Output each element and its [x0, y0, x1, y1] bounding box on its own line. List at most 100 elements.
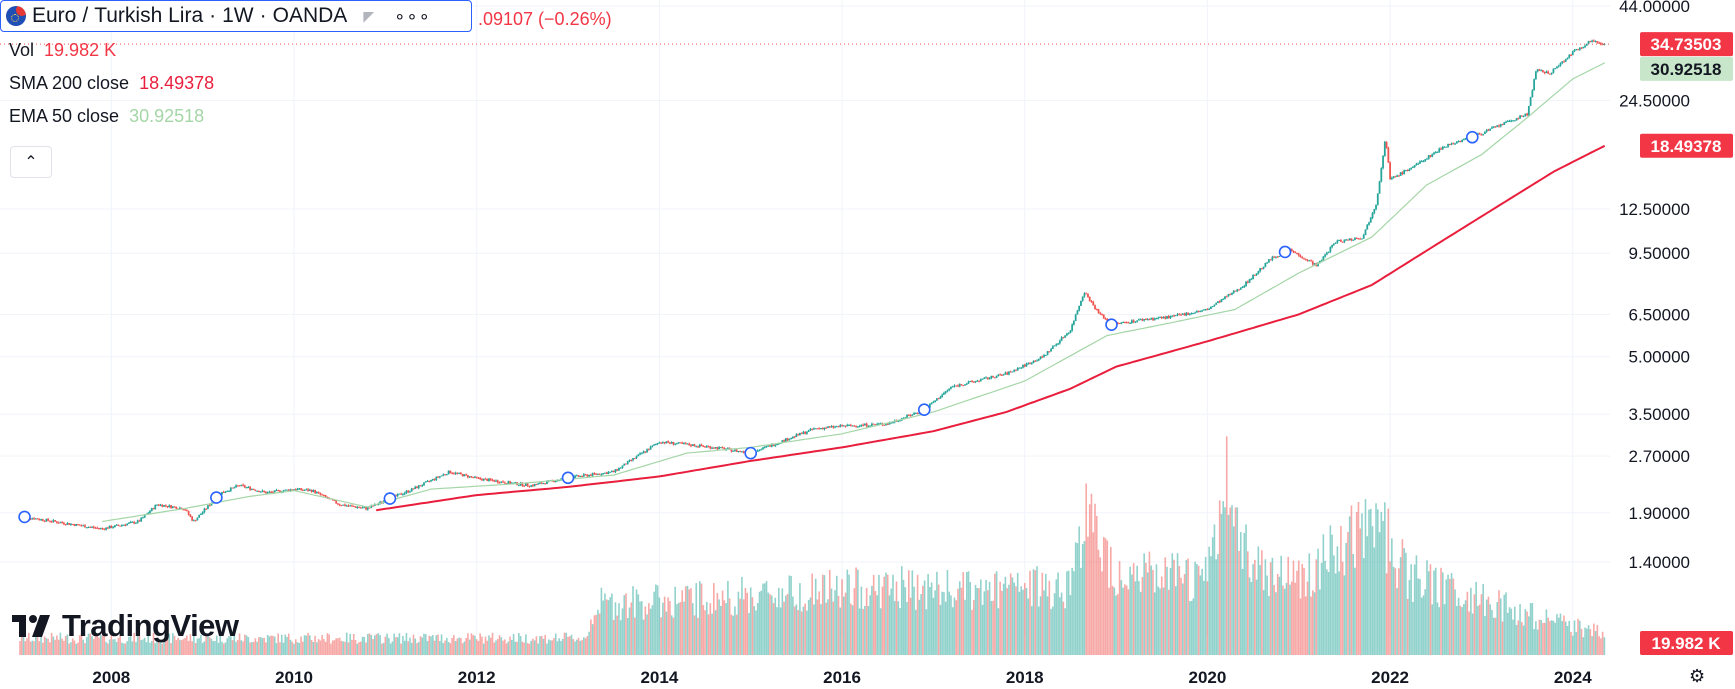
volume-bar	[976, 588, 979, 655]
sma-badge-bg	[1640, 133, 1733, 158]
candle-body	[649, 446, 652, 450]
candle-body	[818, 428, 821, 430]
volume-bar	[597, 609, 599, 655]
volume-bar	[280, 634, 283, 655]
candle-body	[535, 484, 538, 486]
candle-body	[159, 504, 162, 506]
volume-bar	[621, 608, 624, 655]
candle-body	[1308, 260, 1311, 262]
last-price-badge: 34.73503	[1651, 35, 1722, 54]
volume-bar	[449, 643, 452, 655]
candle-body	[914, 412, 917, 414]
symbol-title[interactable]: Euro / Turkish Lira · 1W · OANDA ◤ ∘∘∘	[6, 4, 431, 28]
volume-bar	[310, 639, 313, 655]
volume-bar	[948, 591, 950, 655]
volume-bar	[1512, 619, 1514, 655]
volume-bar	[1167, 589, 1170, 655]
volume-bar	[1182, 583, 1184, 655]
last-price-badge-bg	[1640, 32, 1733, 57]
volume-bar	[266, 634, 269, 655]
volume-bar	[618, 603, 620, 655]
volume-bar	[460, 638, 462, 655]
candle-body	[110, 525, 113, 528]
volume-bar	[1355, 511, 1358, 655]
symbol-legend[interactable]	[0, 0, 472, 32]
volume-bar	[923, 580, 926, 655]
candle-body	[1436, 152, 1439, 154]
volume-bar	[305, 635, 308, 655]
candle-body	[1520, 115, 1523, 117]
candle-body	[1227, 294, 1230, 297]
time-axis[interactable]: 2008 2010 2012 2014 2016 2018 2020 2022 2024	[92, 668, 1592, 687]
candle-body	[1153, 318, 1156, 320]
volume-bar	[303, 635, 306, 655]
volume-bar	[1018, 591, 1021, 655]
more-options-icon[interactable]: ∘∘∘	[394, 5, 431, 26]
volume-bar	[240, 640, 243, 655]
volume-bar	[514, 641, 517, 655]
tradingview-logo[interactable]: TradingView	[12, 608, 239, 644]
volume-bar	[1255, 579, 1258, 655]
candle-body	[1020, 367, 1023, 369]
candle-body	[1331, 244, 1334, 248]
candle-body	[322, 494, 325, 496]
volume-legend[interactable]: Vol 19.982 K	[9, 40, 116, 61]
volume-bar	[681, 590, 684, 655]
sma-legend[interactable]: SMA 200 close 18.49378	[9, 73, 214, 94]
candle-body	[979, 379, 982, 382]
candle-body	[607, 472, 610, 474]
candle-body	[1169, 315, 1172, 318]
candle-body	[595, 473, 598, 475]
candle-body	[804, 431, 807, 434]
candle-body	[783, 440, 785, 442]
candle-body	[839, 425, 842, 427]
volume-bar	[648, 603, 650, 655]
collapse-legend-button[interactable]: ⌃	[10, 146, 52, 178]
volume-bar	[1549, 621, 1551, 655]
volume-bar	[316, 642, 318, 655]
volume-bar	[916, 574, 919, 655]
candle-body	[886, 423, 889, 425]
volume-bar	[351, 639, 353, 655]
volume-bar	[974, 584, 977, 655]
volume-bar	[22, 635, 25, 655]
candle-body	[672, 441, 675, 445]
event-markers[interactable]	[18, 130, 1479, 524]
volume-bar	[1333, 555, 1335, 655]
candle-body	[604, 472, 606, 474]
volume-bar	[477, 641, 480, 655]
candle-body	[842, 425, 845, 427]
flag-icon[interactable]: ◤	[363, 7, 375, 24]
volume-bar	[871, 585, 873, 655]
candle-body	[532, 485, 534, 487]
volume-bar	[1083, 541, 1086, 655]
volume-bar	[323, 639, 325, 655]
gear-icon[interactable]: ⚙	[1689, 666, 1706, 686]
candle-body	[1561, 61, 1564, 64]
volume-bar	[1101, 571, 1103, 655]
candle-body	[207, 505, 209, 509]
volume-bar	[252, 641, 255, 655]
volume-bar	[832, 601, 835, 655]
volume-bar	[417, 642, 420, 655]
volume-bar	[1211, 537, 1214, 655]
candle-body	[270, 491, 273, 493]
volume-bar	[421, 637, 424, 655]
candle-body	[849, 424, 852, 426]
candle-body	[505, 483, 508, 485]
candle-body	[1030, 363, 1033, 365]
price-axis[interactable]: 44.0000024.5000012.500009.500006.500005.…	[1619, 0, 1690, 572]
candle-body	[1138, 319, 1140, 321]
volume-bar	[841, 579, 843, 655]
volume-bar	[59, 632, 62, 655]
candle-body	[196, 517, 199, 521]
volume-bar	[1078, 526, 1080, 655]
volume-bar	[249, 642, 251, 655]
candle-body	[222, 491, 225, 493]
candle-body	[1220, 299, 1223, 303]
volume-bar	[1311, 590, 1314, 655]
candle-body	[409, 491, 411, 493]
ema-legend[interactable]: EMA 50 close 30.92518	[9, 106, 204, 127]
